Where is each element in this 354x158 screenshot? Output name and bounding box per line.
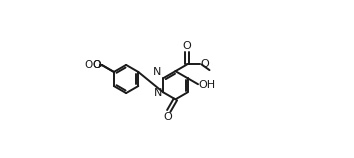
Text: O: O <box>84 60 93 70</box>
Text: O: O <box>92 60 101 70</box>
Text: N: N <box>153 67 162 77</box>
Text: N: N <box>154 88 162 98</box>
Text: O: O <box>183 41 192 51</box>
Text: O: O <box>93 60 101 70</box>
Text: O: O <box>164 112 172 122</box>
Text: O: O <box>200 59 209 70</box>
Text: OH: OH <box>199 80 216 90</box>
